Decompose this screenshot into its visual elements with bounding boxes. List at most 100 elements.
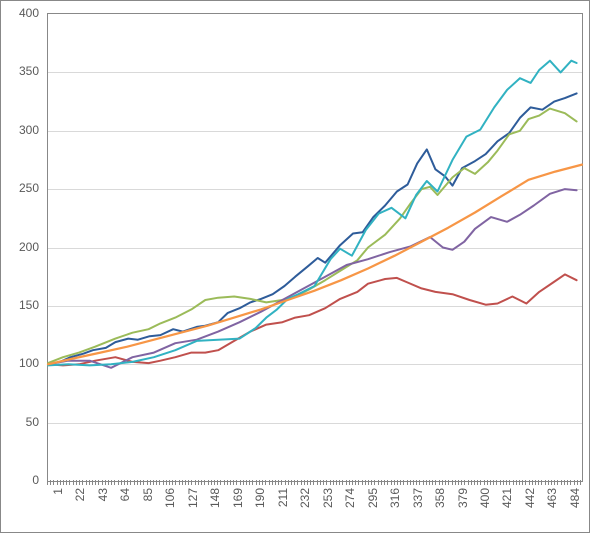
x-tick [336, 480, 337, 485]
x-tick [53, 480, 54, 485]
x-tick [240, 480, 241, 485]
x-tick [352, 480, 353, 485]
x-tick [519, 480, 520, 485]
x-tick [214, 480, 215, 485]
x-tick [281, 480, 282, 485]
x-tick [416, 480, 417, 485]
x-axis-label: 169 [231, 488, 245, 508]
x-tick [169, 480, 170, 485]
x-tick [111, 480, 112, 485]
x-axis-label: 148 [208, 488, 222, 508]
x-axis-label: 442 [523, 488, 537, 508]
x-tick [378, 480, 379, 485]
x-tick [391, 480, 392, 485]
x-tick [564, 480, 565, 485]
x-tick [105, 480, 106, 485]
x-tick [522, 480, 523, 485]
x-tick [461, 480, 462, 485]
x-tick [368, 480, 369, 485]
x-axis-label: 484 [568, 488, 582, 508]
x-tick [95, 480, 96, 485]
x-tick [301, 480, 302, 485]
x-tick [567, 480, 568, 485]
x-tick [410, 480, 411, 485]
x-tick [413, 480, 414, 485]
x-axis-label: 295 [366, 488, 380, 508]
x-tick [554, 480, 555, 485]
x-tick [500, 480, 501, 485]
x-axis-label: 190 [253, 488, 267, 508]
x-tick [211, 480, 212, 485]
y-axis-label: 300 [19, 123, 39, 137]
x-tick [121, 480, 122, 485]
x-tick [480, 480, 481, 485]
x-tick [243, 480, 244, 485]
x-tick [188, 480, 189, 485]
x-tick [269, 480, 270, 485]
x-tick [172, 480, 173, 485]
x-tick [69, 480, 70, 485]
x-tick [150, 480, 151, 485]
plot-svg [48, 14, 582, 481]
x-tick [333, 480, 334, 485]
x-tick [477, 480, 478, 485]
x-tick [47, 480, 48, 485]
x-tick [484, 480, 485, 485]
x-tick [195, 480, 196, 485]
x-tick [278, 480, 279, 485]
x-axis-label: 232 [298, 488, 312, 508]
x-axis-label: 64 [118, 488, 132, 501]
x-tick [185, 480, 186, 485]
x-tick [429, 480, 430, 485]
x-tick [557, 480, 558, 485]
x-tick [285, 480, 286, 485]
y-axis-label: 150 [19, 298, 39, 312]
plot-area [47, 13, 583, 482]
x-tick [426, 480, 427, 485]
x-tick [538, 480, 539, 485]
x-tick [63, 480, 64, 485]
x-tick [509, 480, 510, 485]
x-tick [163, 480, 164, 485]
x-tick [419, 480, 420, 485]
x-tick [493, 480, 494, 485]
x-axis-label: 22 [73, 488, 87, 501]
x-tick [532, 480, 533, 485]
x-tick [246, 480, 247, 485]
x-tick [217, 480, 218, 485]
x-tick [198, 480, 199, 485]
x-tick [551, 480, 552, 485]
x-tick [403, 480, 404, 485]
x-tick [191, 480, 192, 485]
x-tick [159, 480, 160, 485]
x-tick [439, 480, 440, 485]
x-tick [455, 480, 456, 485]
x-tick [365, 480, 366, 485]
x-tick [320, 480, 321, 485]
x-tick [233, 480, 234, 485]
x-tick [487, 480, 488, 485]
x-tick [496, 480, 497, 485]
x-tick [574, 480, 575, 485]
x-tick [89, 480, 90, 485]
x-tick [127, 480, 128, 485]
x-tick [275, 480, 276, 485]
x-axis-label: 106 [163, 488, 177, 508]
x-tick [525, 480, 526, 485]
x-tick [249, 480, 250, 485]
x-tick [342, 480, 343, 485]
y-axis-label: 350 [19, 64, 39, 78]
x-tick [516, 480, 517, 485]
x-tick [529, 480, 530, 485]
x-tick [310, 480, 311, 485]
x-tick [394, 480, 395, 485]
x-tick [506, 480, 507, 485]
x-tick [349, 480, 350, 485]
x-tick [236, 480, 237, 485]
x-tick [147, 480, 148, 485]
y-axis-label: 200 [19, 240, 39, 254]
y-axis-label: 0 [32, 473, 39, 487]
y-axis-label: 250 [19, 181, 39, 195]
x-axis-label: 316 [388, 488, 402, 508]
x-tick [313, 480, 314, 485]
